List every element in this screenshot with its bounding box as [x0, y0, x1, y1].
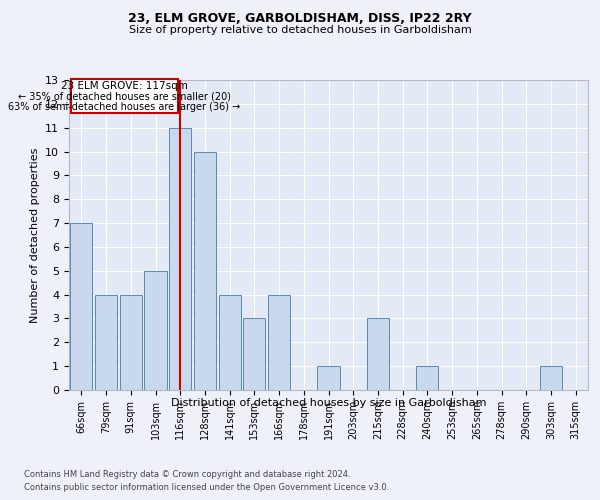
Bar — [119, 294, 142, 390]
FancyBboxPatch shape — [71, 79, 178, 114]
Y-axis label: Number of detached properties: Number of detached properties — [29, 148, 40, 322]
Text: ← 35% of detached houses are smaller (20): ← 35% of detached houses are smaller (20… — [18, 92, 231, 102]
Bar — [95, 294, 117, 390]
Text: Contains public sector information licensed under the Open Government Licence v3: Contains public sector information licen… — [24, 482, 389, 492]
Bar — [367, 318, 389, 390]
Text: 23 ELM GROVE: 117sqm: 23 ELM GROVE: 117sqm — [61, 81, 188, 91]
Bar — [145, 271, 167, 390]
Text: Size of property relative to detached houses in Garboldisham: Size of property relative to detached ho… — [128, 25, 472, 35]
Bar — [317, 366, 340, 390]
Bar — [218, 294, 241, 390]
Bar — [268, 294, 290, 390]
Bar — [70, 223, 92, 390]
Text: 63% of semi-detached houses are larger (36) →: 63% of semi-detached houses are larger (… — [8, 102, 241, 112]
Bar — [169, 128, 191, 390]
Text: 23, ELM GROVE, GARBOLDISHAM, DISS, IP22 2RY: 23, ELM GROVE, GARBOLDISHAM, DISS, IP22 … — [128, 12, 472, 26]
Text: Distribution of detached houses by size in Garboldisham: Distribution of detached houses by size … — [171, 398, 487, 407]
Bar — [540, 366, 562, 390]
Bar — [243, 318, 265, 390]
Bar — [416, 366, 439, 390]
Bar — [194, 152, 216, 390]
Text: Contains HM Land Registry data © Crown copyright and database right 2024.: Contains HM Land Registry data © Crown c… — [24, 470, 350, 479]
